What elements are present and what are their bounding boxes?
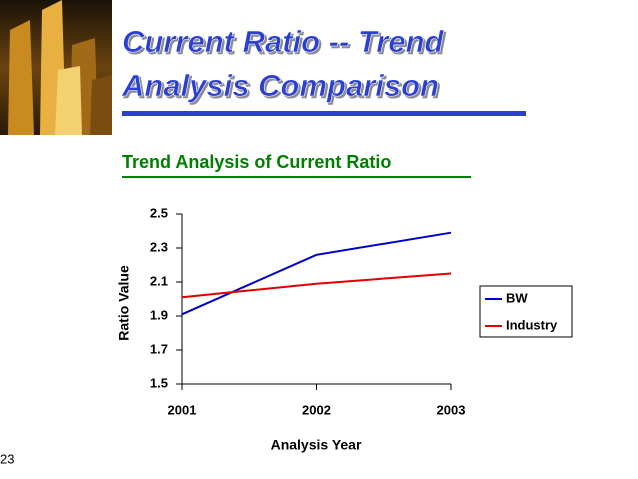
series-line: [181, 272, 452, 299]
chart-title-underline: [122, 176, 471, 178]
slide-title-line: Analysis Comparison: [121, 68, 439, 103]
y-tick-label: 1.7: [150, 341, 168, 356]
buildings-image: [0, 0, 112, 135]
series-line: [181, 231, 452, 316]
y-tick-label: 2.5: [150, 205, 168, 220]
y-axis-title: Ratio Value: [116, 265, 132, 341]
legend-box: [479, 285, 573, 338]
slide-title-line: Current Ratio -- Trend: [122, 24, 445, 59]
title-underline: [122, 111, 526, 116]
x-axis-title: Analysis Year: [271, 437, 362, 453]
y-tick-label: 2.3: [150, 239, 168, 254]
legend-label: Industry: [506, 317, 558, 332]
y-tick-label: 2.1: [150, 273, 168, 288]
x-tick-label: 2003: [437, 402, 466, 417]
x-tick-label: 2002: [302, 402, 331, 417]
y-tick-label: 1.5: [150, 375, 168, 390]
legend-label: BW: [506, 290, 528, 305]
x-tick-label: 2001: [168, 402, 197, 417]
y-tick-label: 1.9: [150, 307, 168, 322]
chart-title: Trend Analysis of Current Ratio: [122, 152, 391, 172]
page-number: 23: [0, 451, 14, 466]
